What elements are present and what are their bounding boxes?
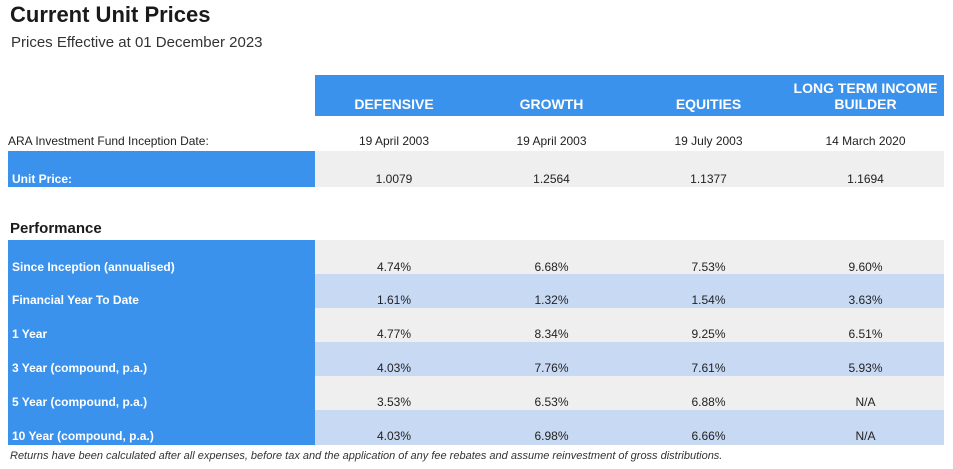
performance-row-band: [315, 342, 944, 376]
performance-cell: 6.51%: [848, 327, 883, 341]
inception-date-ltib: 14 March 2020: [825, 134, 906, 148]
performance-cell: 3.53%: [376, 395, 412, 409]
performance-cell: 7.53%: [691, 260, 726, 274]
column-header-long-term-income-builder: LONG TERM INCOME BUILDER: [787, 75, 944, 116]
performance-cell: 4.03%: [376, 429, 412, 443]
performance-label-bar: [8, 240, 315, 445]
performance-cell: 6.98%: [534, 429, 569, 443]
performance-cell: 6.68%: [534, 260, 569, 274]
performance-cell: 5.93%: [848, 361, 883, 375]
performance-row-band: [315, 410, 944, 445]
unit-price-defensive: 1.0079: [375, 172, 413, 186]
performance-row-label: Financial Year To Date: [12, 293, 139, 307]
performance-row-band: [315, 240, 944, 274]
performance-cell: 1.54%: [691, 293, 726, 307]
performance-row-label: 1 Year: [12, 327, 48, 341]
performance-cell: 7.61%: [691, 361, 726, 375]
inception-date-label: ARA Investment Fund Inception Date:: [8, 134, 209, 148]
performance-row-band: [315, 308, 944, 342]
performance-row-band: [315, 274, 944, 308]
performance-row-label: Since Inception (annualised): [12, 260, 175, 274]
performance-cell: 4.03%: [376, 361, 412, 375]
unit-price-growth: 1.2564: [533, 172, 570, 186]
performance-cell: 1.32%: [534, 293, 569, 307]
performance-cell: N/A: [855, 395, 876, 409]
performance-heading: Performance: [10, 220, 102, 237]
page-title: Current Unit Prices: [10, 2, 211, 27]
unit-price-band: [315, 151, 944, 187]
unit-price-equities: 1.1377: [690, 172, 727, 186]
performance-row-label: 5 Year (compound, p.a.): [12, 395, 148, 409]
unit-price-ltib: 1.1694: [847, 172, 884, 186]
performance-cell: 9.25%: [691, 327, 726, 341]
inception-date-growth: 19 April 2003: [516, 134, 587, 148]
performance-cell: 4.74%: [376, 260, 412, 274]
performance-cell: 6.66%: [691, 429, 726, 443]
performance-row-label: 10 Year (compound, p.a.): [12, 429, 154, 443]
inception-date-equities: 19 July 2003: [674, 134, 743, 148]
page-subtitle: Prices Effective at 01 December 2023: [11, 34, 263, 51]
performance-cell: 9.60%: [848, 260, 883, 274]
performance-cell: 8.34%: [534, 327, 569, 341]
performance-row-label: 3 Year (compound, p.a.): [12, 361, 148, 375]
unit-price-label-bar: [8, 151, 315, 187]
performance-cell: 6.53%: [534, 395, 569, 409]
performance-cell: 4.77%: [376, 327, 412, 341]
unit-price-label: Unit Price:: [12, 172, 73, 186]
column-header-equities: EQUITIES: [630, 75, 787, 116]
column-header-defensive: DEFENSIVE: [315, 75, 473, 116]
performance-row-band: [315, 376, 944, 410]
performance-cell: 1.61%: [376, 293, 412, 307]
performance-cell: N/A: [855, 429, 876, 443]
footnote: Returns have been calculated after all e…: [10, 450, 723, 462]
performance-cell: 6.88%: [691, 395, 726, 409]
column-header-growth: GROWTH: [473, 75, 630, 116]
performance-cell: 3.63%: [848, 293, 883, 307]
inception-date-defensive: 19 April 2003: [358, 134, 430, 148]
performance-cell: 7.76%: [534, 361, 569, 375]
